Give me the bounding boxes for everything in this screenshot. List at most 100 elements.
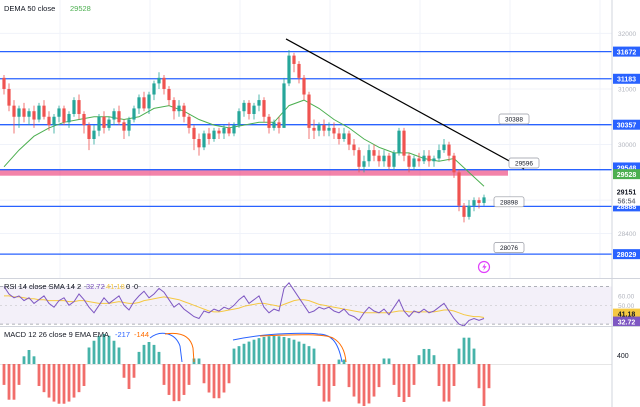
callout-box [493, 242, 525, 253]
level-label-30357-box [613, 119, 640, 130]
candle-body [67, 113, 71, 123]
current-price-label-1-text: 56:54 [618, 199, 636, 206]
macd-bar [257, 338, 261, 364]
candle-body [97, 116, 101, 131]
macd-bar [387, 358, 391, 364]
level-label-28029-box [613, 249, 640, 260]
macd-bar [352, 364, 356, 397]
macd-bar [37, 364, 41, 386]
candle-body [142, 97, 146, 109]
candle-body [102, 116, 106, 128]
dema-price-label-box [613, 169, 640, 180]
level-label-31672-text: 31672 [617, 49, 637, 56]
candle-body [392, 152, 396, 167]
candle-body [432, 158, 436, 162]
macd-bar [467, 337, 471, 364]
candle-body [37, 105, 41, 120]
candle-body [462, 205, 466, 217]
current-price-label-1-box [613, 195, 640, 206]
rsi-grid [0, 286, 612, 325]
candle-body [82, 113, 86, 126]
candle-body [47, 116, 51, 126]
candle-body [137, 97, 141, 109]
macd-bar [357, 364, 361, 404]
macd-bar [57, 364, 61, 404]
candle-body [402, 130, 406, 156]
rsi-value-box [613, 308, 640, 319]
callout-label: 29596 [515, 161, 533, 168]
candle-body [302, 77, 306, 95]
macd-bar [7, 364, 11, 400]
macd-bar [152, 344, 156, 364]
macd-bar [452, 364, 456, 386]
macd-bar [242, 343, 246, 364]
candle-body [312, 127, 316, 131]
level-label-31672-box [613, 46, 640, 57]
candle-body [377, 155, 381, 162]
macd-bar [127, 364, 131, 389]
callout-30388: 30388 [498, 113, 530, 125]
candle-body [42, 105, 46, 117]
candle-body [107, 119, 111, 128]
candle-body [227, 127, 231, 134]
candle-body [217, 130, 221, 134]
candle-body [32, 111, 36, 120]
macd-bar [442, 364, 446, 402]
level-label-30357-text: 30357 [617, 123, 637, 130]
rsi-value-label: 32.72 [618, 319, 636, 326]
candles [2, 50, 486, 223]
candle-body [177, 105, 181, 112]
rsi-value-box [613, 316, 640, 327]
macd-bar [202, 364, 206, 384]
candle-body [242, 102, 246, 112]
macd-bar [307, 346, 311, 364]
macd-bar [22, 356, 26, 364]
macd-bar [482, 364, 486, 406]
macd-bar [262, 336, 266, 364]
candle-body [322, 125, 326, 131]
alert-icon[interactable] [477, 260, 491, 274]
macd-bar [422, 348, 426, 364]
rsi-tick-label: 60.00 [618, 293, 635, 300]
trendline [285, 38, 525, 170]
macd-bar [147, 342, 151, 364]
candle-body [472, 200, 476, 206]
candle-body [397, 130, 401, 153]
macd-line [149, 332, 183, 363]
callout-29596: 29596 [508, 157, 540, 169]
price-tick-label: 28400 [618, 231, 636, 238]
callout-box [493, 196, 525, 208]
level-label-29548-box [613, 162, 640, 173]
candle-body [372, 150, 376, 156]
level-label-28888-text: 28888 [617, 204, 637, 211]
macd-bar [337, 359, 341, 364]
macd-bar [107, 335, 111, 364]
candle-body [27, 111, 31, 117]
macd-bar [282, 336, 286, 364]
macd-value-1: -217 [115, 330, 130, 339]
macd-axis-label: 400 [617, 353, 629, 360]
macd-bar [367, 364, 371, 404]
macd-bar [237, 346, 241, 364]
candle-body [277, 122, 281, 128]
main-pane: 30388 29596 28898 28076 DEMA 50 close 29528… [0, 0, 640, 278]
macd-bar [462, 337, 466, 364]
candle-body [207, 133, 211, 139]
candle-body [237, 111, 241, 126]
candle-body [212, 130, 216, 139]
macd-bar [137, 351, 141, 364]
macd-bar [477, 364, 481, 389]
rsi-value-2: 41.18 [106, 282, 125, 291]
candle-body [327, 127, 331, 131]
macd-bar [432, 355, 436, 364]
macd-bar [67, 364, 71, 402]
candle-body [267, 116, 271, 128]
rsi-value-label: 41.18 [618, 311, 636, 318]
indicator-label: DEMA 50 close [4, 4, 55, 13]
macd-bar [487, 364, 491, 389]
candle-body [367, 150, 371, 162]
candle-body [92, 130, 96, 139]
candle-body [257, 100, 261, 106]
candle-body [477, 200, 481, 203]
